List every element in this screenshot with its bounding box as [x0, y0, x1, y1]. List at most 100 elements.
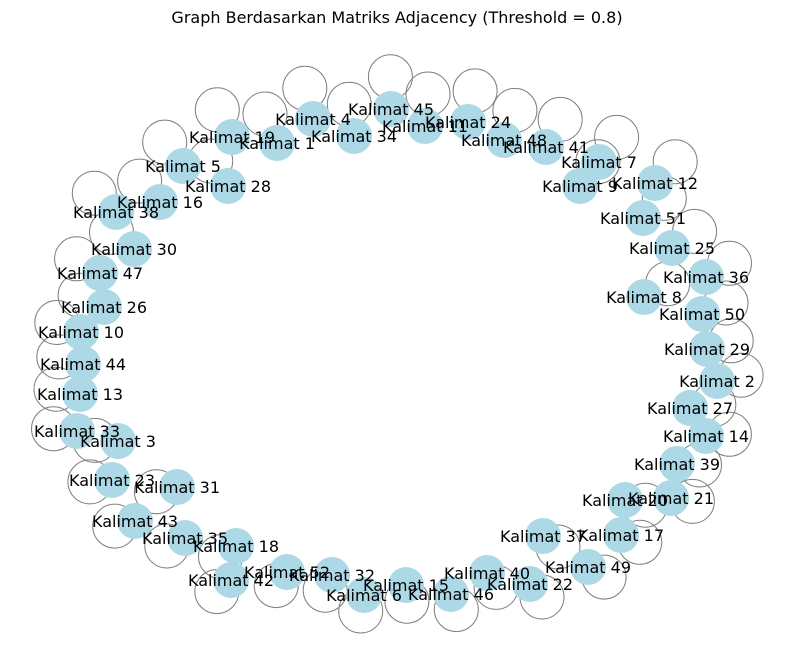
node-9	[562, 168, 598, 204]
node-17	[603, 517, 639, 553]
node-28	[210, 168, 246, 204]
node-23	[94, 462, 130, 498]
node-label-35: Kalimat 35	[142, 529, 228, 548]
node-36	[688, 259, 724, 295]
node-6	[346, 577, 382, 613]
node-19	[214, 119, 250, 155]
node-32	[314, 557, 350, 593]
node-label-12: Kalimat 12	[612, 174, 698, 193]
node-label-47: Kalimat 47	[57, 264, 143, 283]
node-49	[570, 549, 606, 585]
node-52	[269, 554, 305, 590]
node-label-45: Kalimat 45	[348, 100, 434, 119]
node-label-41: Kalimat 41	[503, 138, 589, 157]
node-label-3: Kalimat 3	[80, 432, 156, 451]
node-label-33: Kalimat 33	[34, 422, 120, 441]
node-38	[98, 194, 134, 230]
self-loop-edge-9	[575, 139, 621, 185]
node-12	[637, 165, 673, 201]
node-15	[388, 567, 424, 603]
node-label-22: Kalimat 22	[487, 575, 573, 594]
node-label-52: Kalimat 52	[244, 563, 330, 582]
node-40	[469, 555, 505, 591]
node-label-37: Kalimat 37	[500, 527, 586, 546]
node-label-6: Kalimat 6	[326, 586, 402, 605]
node-label-42: Kalimat 42	[188, 571, 274, 590]
node-label-26: Kalimat 26	[61, 298, 147, 317]
node-label-2: Kalimat 2	[679, 372, 755, 391]
node-label-14: Kalimat 14	[663, 427, 749, 446]
node-37	[525, 518, 561, 554]
node-20	[607, 482, 643, 518]
node-33	[59, 413, 95, 449]
node-2	[699, 363, 735, 399]
node-label-5: Kalimat 5	[145, 157, 221, 176]
node-label-51: Kalimat 51	[600, 209, 686, 228]
node-3	[100, 423, 136, 459]
graph-title: Graph Berdasarkan Matriks Adjacency (Thr…	[171, 8, 623, 27]
node-5	[165, 148, 201, 184]
node-16	[142, 184, 178, 220]
node-label-18: Kalimat 18	[193, 537, 279, 556]
node-22	[512, 566, 548, 602]
node-label-13: Kalimat 13	[37, 385, 123, 404]
node-label-15: Kalimat 15	[363, 576, 449, 595]
node-7	[581, 144, 617, 180]
node-label-10: Kalimat 10	[38, 323, 124, 342]
node-label-43: Kalimat 43	[92, 512, 178, 531]
node-43	[117, 503, 153, 539]
node-48	[486, 122, 522, 158]
node-label-31: Kalimat 31	[134, 478, 220, 497]
node-label-16: Kalimat 16	[117, 193, 203, 212]
node-26	[86, 289, 122, 325]
node-label-7: Kalimat 7	[561, 153, 637, 172]
node-31	[159, 469, 195, 505]
node-label-46: Kalimat 46	[408, 585, 494, 604]
node-8	[626, 279, 662, 315]
self-loop-edge-38	[71, 170, 117, 216]
node-50	[684, 296, 720, 332]
node-34	[336, 118, 372, 154]
node-label-29: Kalimat 29	[664, 340, 750, 359]
node-label-1: Kalimat 1	[239, 134, 315, 153]
node-39	[659, 446, 695, 482]
node-label-30: Kalimat 30	[91, 240, 177, 259]
node-label-24: Kalimat 24	[425, 113, 511, 132]
node-label-32: Kalimat 32	[289, 566, 375, 585]
node-11	[407, 108, 443, 144]
node-label-49: Kalimat 49	[545, 558, 631, 577]
node-label-40: Kalimat 40	[444, 564, 530, 583]
node-label-34: Kalimat 34	[311, 127, 397, 146]
node-label-17: Kalimat 17	[578, 526, 664, 545]
node-label-44: Kalimat 44	[40, 355, 126, 374]
node-44	[65, 346, 101, 382]
nodes-layer	[59, 91, 735, 613]
node-13	[62, 376, 98, 412]
node-21	[653, 480, 689, 516]
node-label-25: Kalimat 25	[629, 239, 715, 258]
node-51	[625, 200, 661, 236]
self-loop-edge-16	[117, 158, 163, 204]
node-label-27: Kalimat 27	[647, 399, 733, 418]
node-14	[688, 418, 724, 454]
node-label-20: Kalimat 20	[582, 491, 668, 510]
node-label-36: Kalimat 36	[663, 268, 749, 287]
node-label-21: Kalimat 21	[628, 489, 714, 508]
node-label-11: Kalimat 11	[382, 117, 468, 136]
node-47	[82, 255, 118, 291]
node-29	[689, 331, 725, 367]
node-label-38: Kalimat 38	[73, 203, 159, 222]
node-24	[450, 104, 486, 140]
node-4	[295, 101, 331, 137]
node-label-9: Kalimat 9	[542, 177, 618, 196]
node-label-19: Kalimat 19	[189, 128, 275, 147]
node-label-8: Kalimat 8	[606, 288, 682, 307]
node-41	[528, 129, 564, 165]
self-loop-edge-5	[142, 119, 188, 165]
node-42	[213, 562, 249, 598]
node-label-23: Kalimat 23	[69, 471, 155, 490]
node-18	[218, 528, 254, 564]
node-46	[433, 576, 469, 612]
